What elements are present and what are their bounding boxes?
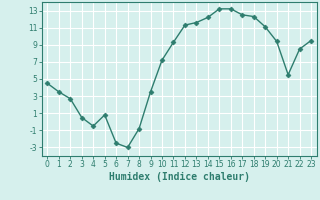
X-axis label: Humidex (Indice chaleur): Humidex (Indice chaleur) [109,172,250,182]
